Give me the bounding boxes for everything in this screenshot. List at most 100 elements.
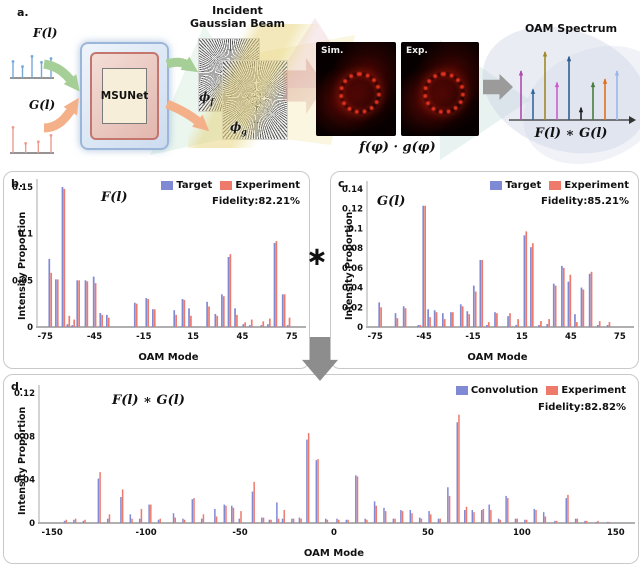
convolution-asterisk: ∗ [306,242,328,272]
flow-arrows [43,56,210,133]
svg-text:0.14: 0.14 [342,185,363,195]
panel-c-fidelity: Fidelity:85.21% [540,196,629,207]
arrow-g-to-msunet [43,97,79,133]
panel-b-label: b. [11,177,24,190]
panel-c-xlabel: OAM Mode [467,352,528,363]
oam-spectrum-title: OAM Spectrum [524,22,618,35]
svg-text:-45: -45 [416,332,431,342]
svg-text:0: 0 [29,519,35,529]
legend-swatch-target [490,181,503,190]
legend-label-target: Target [176,180,213,191]
panel-c-chart: 0 0.02 0.04 0.06 0.08 0.1 0.12 0.14 -75 -45 -15 15 4… [331,172,638,368]
svg-text:50: 50 [422,528,434,538]
msunet-box-inner: MSUNet [100,68,149,124]
panel-b-legend: Target Experiment [155,180,300,191]
svg-text:0: 0 [331,528,337,538]
svg-text:0: 0 [27,323,33,333]
panel-d-plot: 0 0.04 0.08 0.12 -150 -100 -50 0 50 100 150 [14,385,635,538]
svg-text:0.12: 0.12 [14,389,35,399]
panel-b-ylabel: Intensity Proportion [17,211,28,320]
panel-b-plot: 0 0.05 0.1 0.15 -75 -45 -15 15 45 75 [12,179,306,342]
speckle-ring [423,72,465,114]
msunet-box-middle: MSUNet [90,52,159,140]
panel-c-label: c. [338,177,349,190]
exp-image: Exp. [401,42,479,136]
msunet-label: MSUNet [100,90,149,102]
svg-text:15: 15 [187,332,199,342]
exp-label: Exp. [406,46,428,56]
svg-text:-50: -50 [232,528,247,538]
svg-text:0.04: 0.04 [342,284,363,294]
svg-text:15: 15 [516,332,528,342]
panel-c-ylabel: Intensity Proportion [344,211,355,320]
phi-g-label: ϕg [230,120,247,137]
legend-swatch-convolution [455,386,468,395]
panel-b-xlabel: OAM Mode [138,352,199,363]
panel-b-fidelity: Fidelity:82.21% [211,196,300,207]
svg-text:100: 100 [513,528,531,538]
svg-text:0.1: 0.1 [18,230,33,240]
panel-d-label: d. [11,380,24,393]
svg-text:0: 0 [357,323,363,333]
legend-label-experiment: Experiment [564,180,629,191]
panel-b: b. F(l) Target Experiment Fidelity:82.21… [3,171,310,369]
f-spectrum-label: F(l) [33,26,58,40]
svg-text:-45: -45 [87,332,102,342]
panel-c-plot: 0 0.02 0.04 0.06 0.08 0.1 0.12 0.14 -75 -45 -15 15 4… [342,181,634,342]
legend-label-experiment: Experiment [561,385,626,396]
svg-text:0.04: 0.04 [14,476,35,486]
svg-text:-150: -150 [42,528,63,538]
svg-text:75: 75 [614,332,626,342]
product-label: f(φ) · g(φ) [359,140,436,155]
panel-a: a. F(l) G(l) MSUNet Incident Gaussian Be… [0,0,640,187]
svg-text:150: 150 [607,528,625,538]
panel-c-legend: Target Experiment [484,180,629,191]
sim-label: Sim. [321,46,344,56]
svg-text:0.05: 0.05 [12,276,33,286]
svg-text:45: 45 [565,332,577,342]
legend-swatch-experiment [546,386,559,395]
panel-a-label: a. [17,6,29,19]
panel-c-title: G(l) [377,194,406,209]
g-spectrum-miniplot [8,113,56,161]
legend-swatch-experiment [220,181,233,190]
legend-swatch-experiment [549,181,562,190]
legend-label-experiment: Experiment [235,180,300,191]
panel-d-chart: 0 0.04 0.08 0.12 -150 -100 -50 0 50 100 150 [4,375,638,563]
arrow-msunet-to-phig [165,99,210,132]
oam-result-label: F(l) ∗ G(l) [534,126,608,141]
panel-d: d. F(l) ∗ G(l) Convolution Experiment Fi… [3,374,639,564]
svg-text:0.1: 0.1 [348,224,363,234]
svg-text:0.08: 0.08 [14,432,35,442]
svg-text:0.02: 0.02 [342,303,363,313]
g-spectrum-label: G(l) [29,98,56,112]
svg-text:0.08: 0.08 [342,244,363,254]
panel-d-title: F(l) ∗ G(l) [112,393,185,408]
arrow-msunet-to-phif [165,56,199,73]
speckle-ring [339,72,381,114]
panel-b-title: F(l) [101,190,128,205]
legend-swatch-target [161,181,174,190]
panel-c: c. G(l) Target Experiment Fidelity:85.21… [330,171,639,369]
panel-d-legend: Convolution Experiment [450,385,626,396]
panel-d-ylabel: Intensity Proportion [17,406,28,515]
msunet-box: MSUNet [80,42,169,150]
svg-text:-15: -15 [465,332,480,342]
phi-f-label: ϕf [199,90,214,107]
panel-d-fidelity: Fidelity:82.82% [537,402,626,413]
svg-text:-75: -75 [367,332,382,342]
svg-text:75: 75 [286,332,298,342]
svg-text:-75: -75 [38,332,53,342]
panel-d-xlabel: OAM Mode [303,548,365,559]
svg-text:-15: -15 [136,332,151,342]
svg-text:0.15: 0.15 [12,183,33,193]
svg-text:45: 45 [237,332,249,342]
legend-label-target: Target [505,180,542,191]
svg-text:0.12: 0.12 [342,205,363,215]
incident-beam-line1: Incident [212,4,263,17]
legend-label-convolution: Convolution [470,385,539,396]
svg-text:0.06: 0.06 [342,264,363,274]
oam-spectrum-miniplot [505,34,637,130]
arrow-f-to-msunet [43,59,80,92]
